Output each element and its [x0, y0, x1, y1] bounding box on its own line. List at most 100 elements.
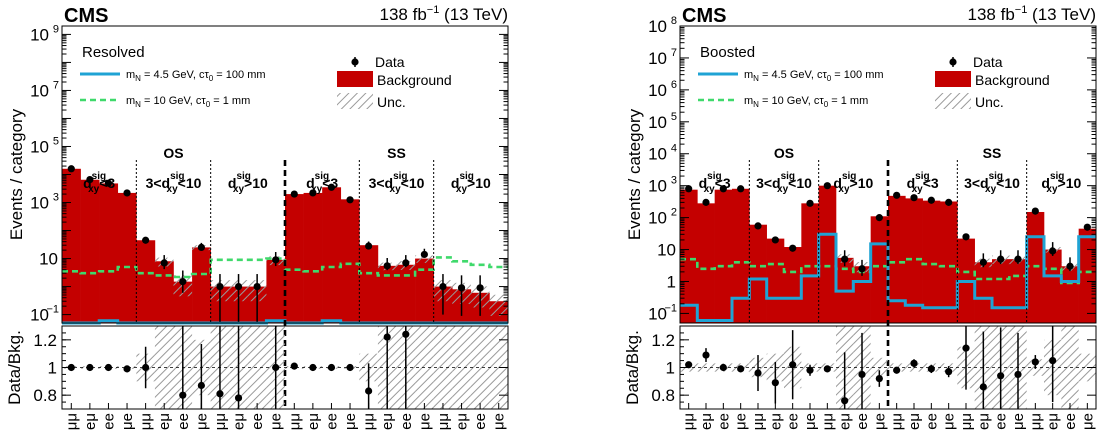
ratio-point	[86, 363, 94, 372]
y-tick-exponent: 2	[671, 207, 677, 219]
category-tick-label: ee	[175, 413, 192, 430]
ratio-point	[1049, 356, 1057, 365]
category-tick-label: eμ	[82, 413, 99, 430]
data-point	[823, 182, 831, 190]
category-tick-label: ee	[715, 413, 732, 430]
category-tick-label: μe	[491, 413, 508, 430]
category-tick-label: μμ	[819, 413, 836, 430]
y-tick-exponent: −1	[664, 302, 677, 314]
cms-label: CMS	[64, 5, 108, 27]
bin-label-mid: 3<dsig xy<10	[369, 171, 425, 195]
category-tick-label: μμ	[1027, 413, 1044, 430]
region-label-ss: SS	[983, 145, 1002, 161]
y-tick-label: 10	[39, 250, 58, 269]
ratio-y-tick-label: 1	[666, 359, 675, 378]
legend-sig2-label: mN = 10 GeV, cτ0 = 1 mm	[744, 95, 868, 109]
background-bar	[888, 195, 906, 323]
category-tick-label: μμ	[958, 413, 975, 430]
uncertainty-band	[489, 294, 508, 316]
background-bar	[974, 262, 993, 323]
bin-label-low: dsig xy<3	[907, 171, 939, 195]
background-bar	[1044, 249, 1062, 323]
background-bar	[192, 247, 211, 323]
y-axis-label: Events / category	[7, 108, 26, 240]
y-tick-label: 10	[648, 209, 667, 228]
ratio-point	[309, 363, 317, 372]
ratio-point	[927, 365, 935, 373]
data-point	[771, 236, 779, 244]
category-tick-label: ee	[993, 413, 1010, 430]
legend-unc-label: Unc.	[377, 94, 406, 110]
category-tick-label: eμ	[454, 413, 471, 430]
background-bar	[732, 188, 750, 323]
category-tick-label: ee	[398, 413, 415, 430]
data-point	[858, 265, 866, 273]
data-points	[67, 165, 484, 322]
background-bar	[992, 259, 1010, 323]
y-tick-label: 10	[648, 177, 667, 196]
ratio-point	[997, 372, 1005, 380]
data-point	[142, 236, 150, 244]
ratio-point	[910, 359, 918, 367]
category-tick-label: μe	[733, 413, 750, 430]
background-bar	[359, 245, 379, 323]
category-tick-label: μe	[416, 413, 433, 430]
lumi-label: 138 fb−1 (13 TeV)	[380, 4, 508, 24]
ratio-point	[197, 381, 205, 390]
category-tick-label: μμ	[138, 413, 155, 430]
ratio-point	[945, 368, 953, 376]
uncertainty-band	[415, 255, 434, 263]
legend-data-marker	[351, 58, 359, 66]
y-tick-exponent: 8	[671, 15, 677, 27]
y-tick-label: 10	[30, 137, 49, 156]
background-bar	[1009, 259, 1027, 323]
category-tick-label: ee	[854, 413, 871, 430]
data-point	[123, 189, 131, 197]
ratio-unc-band	[489, 326, 508, 409]
category-tick-label: ee	[1062, 413, 1079, 430]
data-point	[253, 282, 261, 291]
data-point	[290, 190, 298, 198]
ratio-point	[789, 361, 797, 369]
cms-label: CMS	[682, 5, 726, 27]
ratio-point	[179, 391, 187, 399]
ratio-point	[104, 363, 113, 372]
data-point	[875, 214, 883, 222]
bin-label-low: dsig xy<3	[83, 171, 115, 195]
category-tick-label: ee	[249, 413, 266, 430]
data-point	[104, 179, 113, 187]
data-point	[86, 175, 94, 184]
y-tick-exponent: 9	[53, 23, 59, 35]
background-bar	[697, 203, 715, 323]
data-point	[1066, 262, 1074, 270]
category-tick-label: ee	[472, 413, 489, 430]
data-point	[420, 250, 428, 259]
legend-title: Resolved	[82, 44, 145, 61]
data-point	[402, 259, 410, 267]
category-tick-label: eμ	[1045, 413, 1062, 430]
ratio-point	[67, 363, 75, 372]
data-point	[234, 282, 243, 291]
legend-sig1-label: mN = 4.5 GeV, cτ0 = 100 mm	[126, 69, 266, 83]
legend-background-swatch	[935, 71, 971, 87]
lumi-label: 138 fb−1 (13 TeV)	[968, 4, 1096, 24]
category-tick-label: eμ	[975, 413, 992, 430]
y-tick-label: 10	[648, 81, 667, 100]
y-tick-exponent: 5	[53, 135, 59, 147]
data-point	[806, 199, 814, 207]
data-point	[754, 222, 762, 230]
ratio-point	[702, 351, 710, 359]
ratio-unc-band	[452, 326, 471, 409]
background-bar	[80, 179, 100, 323]
data-point	[272, 256, 280, 264]
background-bar	[714, 189, 733, 323]
category-tick-label: eμ	[767, 413, 784, 430]
background-bar	[749, 224, 767, 323]
background-bar	[303, 192, 323, 323]
y-tick-exponent: 5	[671, 111, 677, 123]
ratio-y-axis-label: Data/Bkg.	[623, 330, 642, 405]
category-tick-label: μe	[871, 413, 888, 430]
